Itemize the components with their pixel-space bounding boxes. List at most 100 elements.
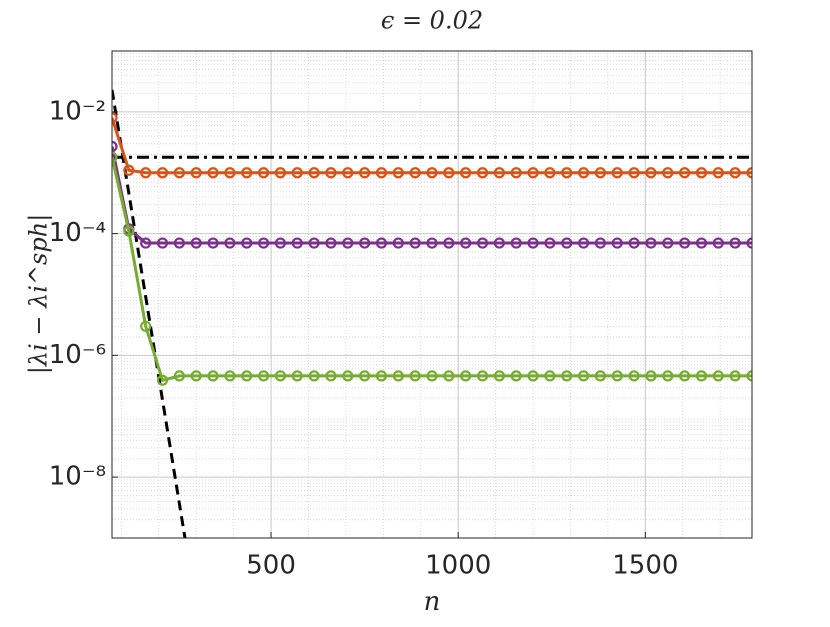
marker xyxy=(695,237,708,249)
marker xyxy=(274,370,287,382)
marker xyxy=(342,167,354,179)
x-tick-label: 1000 xyxy=(425,551,491,581)
x-axis-label: n xyxy=(424,587,441,617)
marker xyxy=(561,237,573,249)
marker xyxy=(156,237,169,249)
marker xyxy=(561,370,573,382)
marker xyxy=(274,237,287,249)
marker xyxy=(544,167,556,179)
marker xyxy=(224,370,236,382)
marker xyxy=(510,370,522,382)
marker xyxy=(173,370,185,382)
marker xyxy=(325,370,337,382)
marker xyxy=(426,370,438,382)
marker xyxy=(207,167,219,179)
marker xyxy=(392,370,404,382)
x-tick-label: 500 xyxy=(246,551,296,581)
marker xyxy=(241,237,253,249)
y-axis-label: |λi − λi^sph| xyxy=(25,214,54,375)
marker xyxy=(342,370,354,382)
marker xyxy=(409,237,421,249)
series-line xyxy=(112,146,752,245)
marker xyxy=(140,167,152,179)
series-line xyxy=(112,156,752,383)
marker xyxy=(409,167,421,179)
marker xyxy=(662,237,674,249)
marker xyxy=(679,237,691,249)
marker xyxy=(443,167,455,179)
marker xyxy=(342,237,354,249)
marker xyxy=(712,237,724,249)
marker xyxy=(224,167,236,179)
plot-area xyxy=(112,51,752,538)
marker xyxy=(460,370,472,382)
marker xyxy=(156,374,169,386)
marker xyxy=(729,167,741,179)
marker xyxy=(375,237,388,249)
marker xyxy=(291,167,303,179)
series-line xyxy=(112,89,187,538)
marker xyxy=(695,370,708,382)
marker xyxy=(173,237,185,249)
marker xyxy=(308,237,320,249)
marker xyxy=(645,237,657,249)
plot-lines xyxy=(112,89,752,538)
marker xyxy=(156,167,169,179)
marker xyxy=(493,370,505,382)
marker xyxy=(594,370,607,382)
y-tick-label: 10⁻⁴ xyxy=(49,218,106,248)
marker xyxy=(392,237,404,249)
y-tick-label: 10⁻⁶ xyxy=(49,340,106,370)
marker xyxy=(611,167,623,179)
marker xyxy=(325,167,337,179)
marker xyxy=(359,167,371,179)
marker xyxy=(679,167,691,179)
marker xyxy=(712,167,724,179)
marker xyxy=(173,167,185,179)
marker xyxy=(190,237,202,249)
marker xyxy=(679,370,691,382)
marker xyxy=(325,237,337,249)
marker xyxy=(112,112,118,124)
marker xyxy=(527,370,539,382)
marker xyxy=(409,370,421,382)
marker xyxy=(645,167,657,179)
marker xyxy=(527,237,539,249)
marker xyxy=(611,237,623,249)
marker xyxy=(190,167,202,179)
series-line xyxy=(112,117,752,175)
marker xyxy=(712,370,724,382)
marker xyxy=(695,167,708,179)
marker xyxy=(628,237,640,249)
marker xyxy=(443,237,455,249)
marker xyxy=(510,167,522,179)
marker xyxy=(123,164,135,176)
marker xyxy=(493,237,505,249)
y-tick-label: 10⁻² xyxy=(49,96,106,126)
marker xyxy=(257,167,270,179)
marker xyxy=(611,370,623,382)
marker xyxy=(729,370,741,382)
marker xyxy=(544,237,556,249)
marker xyxy=(729,237,741,249)
marker xyxy=(443,370,455,382)
marker xyxy=(746,167,752,179)
marker xyxy=(577,370,590,382)
marker xyxy=(257,370,270,382)
marker xyxy=(359,237,371,249)
marker xyxy=(460,237,472,249)
marker xyxy=(123,225,135,237)
marker xyxy=(308,167,320,179)
marker xyxy=(291,237,303,249)
marker xyxy=(628,370,640,382)
marker xyxy=(241,370,253,382)
marker xyxy=(140,237,152,249)
marker xyxy=(544,370,556,382)
grid xyxy=(112,51,752,538)
marker xyxy=(291,370,303,382)
x-tick-label: 1500 xyxy=(612,551,678,581)
marker xyxy=(577,237,590,249)
marker xyxy=(746,370,752,382)
marker xyxy=(112,151,118,163)
axes-box xyxy=(111,50,753,539)
